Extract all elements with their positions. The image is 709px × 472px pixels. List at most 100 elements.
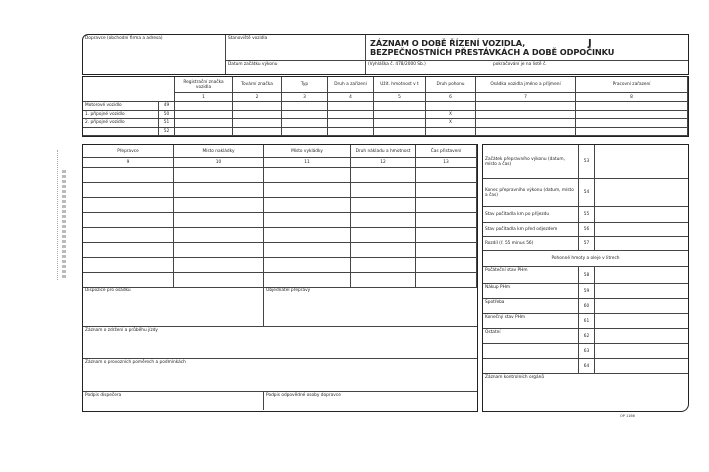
row-number: 52 xyxy=(159,127,175,137)
table-cell[interactable] xyxy=(374,127,426,137)
table-cell[interactable] xyxy=(264,228,351,243)
table-cell[interactable] xyxy=(233,127,282,137)
dispatch-field[interactable]: Dispozice pro osádku xyxy=(83,287,264,327)
value-field[interactable] xyxy=(595,299,688,314)
table-cell[interactable] xyxy=(576,102,688,111)
table-cell[interactable] xyxy=(328,110,374,120)
table-cell[interactable]: X xyxy=(426,110,476,120)
vehicle-table: Registrační značka vozidla 1 Tovární značk… xyxy=(82,76,689,137)
table-cell[interactable] xyxy=(83,273,174,288)
table-cell[interactable] xyxy=(426,127,476,137)
value-field[interactable] xyxy=(595,145,688,179)
table-cell[interactable] xyxy=(264,168,351,183)
table-cell[interactable] xyxy=(174,198,264,213)
table-cell[interactable] xyxy=(416,183,477,198)
table-cell[interactable] xyxy=(83,183,174,198)
table-cell[interactable] xyxy=(174,168,264,183)
table-cell[interactable] xyxy=(351,228,416,243)
table-cell[interactable] xyxy=(282,119,328,128)
table-cell[interactable] xyxy=(175,110,233,120)
table-cell[interactable] xyxy=(83,213,174,228)
table-cell[interactable] xyxy=(416,168,477,183)
table-cell[interactable]: X xyxy=(426,119,476,128)
table-cell[interactable] xyxy=(351,213,416,228)
table-cell[interactable] xyxy=(476,127,576,137)
table-cell[interactable] xyxy=(264,273,351,288)
responsible-signature-field[interactable]: Podpis odpovědné osoby dopravce xyxy=(266,393,341,398)
table-cell[interactable] xyxy=(476,102,576,111)
table-cell[interactable] xyxy=(351,183,416,198)
value-field[interactable] xyxy=(595,267,688,284)
table-cell[interactable] xyxy=(264,198,351,213)
table-cell[interactable] xyxy=(374,102,426,111)
dispatcher-signature-field[interactable]: Podpis dispečera xyxy=(83,392,264,410)
table-cell[interactable] xyxy=(282,102,328,111)
delay-record-field[interactable]: Záznam o zdržení a průběhu jízdy xyxy=(83,327,477,359)
table-cell[interactable] xyxy=(264,183,351,198)
vehicle-station-field[interactable]: Stanoviště vozidla xyxy=(226,35,366,61)
table-cell[interactable] xyxy=(83,168,174,183)
value-field[interactable] xyxy=(595,179,688,207)
regulation-cell: (Vyhláška č. 478/2000 Sb.) pokračování j… xyxy=(366,61,688,74)
table-cell[interactable] xyxy=(476,119,576,128)
table-cell[interactable] xyxy=(83,198,174,213)
table-cell[interactable] xyxy=(174,213,264,228)
table-cell[interactable] xyxy=(351,258,416,273)
table-cell[interactable] xyxy=(175,102,233,111)
value-field[interactable] xyxy=(595,344,688,359)
table-cell[interactable] xyxy=(233,102,282,111)
table-cell[interactable] xyxy=(83,258,174,273)
table-cell[interactable] xyxy=(416,258,477,273)
table-cell[interactable] xyxy=(576,127,688,137)
table-cell[interactable] xyxy=(351,168,416,183)
table-cell[interactable] xyxy=(416,243,477,258)
table-cell[interactable] xyxy=(174,183,264,198)
conditions-record-field[interactable]: Záznam o provozních poměrech a podmínkác… xyxy=(83,359,477,392)
table-cell[interactable] xyxy=(264,213,351,228)
table-cell[interactable] xyxy=(416,228,477,243)
carrier-field[interactable]: Dopravce (obchodní firma a adresa) xyxy=(83,35,226,74)
value-field[interactable] xyxy=(595,223,688,237)
value-field[interactable] xyxy=(595,207,688,223)
table-cell[interactable] xyxy=(374,110,426,120)
table-cell[interactable] xyxy=(416,213,477,228)
table-cell[interactable] xyxy=(233,119,282,128)
row-number: 51 xyxy=(159,119,175,128)
table-cell[interactable] xyxy=(83,228,174,243)
value-field[interactable] xyxy=(595,314,688,329)
table-cell[interactable] xyxy=(264,243,351,258)
start-date-field[interactable]: Datum začátku výkonu xyxy=(226,61,366,74)
control-record-field[interactable]: Záznam kontrolních orgánů xyxy=(485,375,545,380)
table-cell[interactable] xyxy=(174,258,264,273)
table-cell[interactable] xyxy=(175,119,233,128)
table-cell[interactable] xyxy=(175,127,233,137)
table-cell[interactable] xyxy=(476,110,576,120)
table-cell[interactable] xyxy=(351,243,416,258)
table-cell[interactable] xyxy=(426,102,476,111)
table-cell[interactable] xyxy=(328,102,374,111)
table-cell[interactable] xyxy=(233,110,282,120)
value-field[interactable] xyxy=(595,359,688,374)
table-cell[interactable] xyxy=(174,243,264,258)
value-field[interactable] xyxy=(595,284,688,299)
table-cell[interactable] xyxy=(374,119,426,128)
table-cell[interactable] xyxy=(282,127,328,137)
table-cell[interactable] xyxy=(576,119,688,128)
table-cell[interactable] xyxy=(328,127,374,137)
table-cell[interactable] xyxy=(351,198,416,213)
table-cell[interactable] xyxy=(174,273,264,288)
table-cell[interactable] xyxy=(83,243,174,258)
table-cell[interactable] xyxy=(328,119,374,128)
value-field[interactable] xyxy=(595,329,688,344)
continuation-field[interactable]: pokračování je na listě č. xyxy=(493,62,547,67)
table-cell[interactable] xyxy=(282,110,328,120)
table-cell[interactable] xyxy=(416,198,477,213)
table-cell[interactable] xyxy=(174,228,264,243)
column-header: Osádka vozidla jméno a příjmení xyxy=(476,77,576,93)
orderer-field[interactable]: Objednatel přepravy xyxy=(264,287,477,327)
table-cell[interactable] xyxy=(264,258,351,273)
value-field[interactable] xyxy=(595,237,688,251)
table-cell[interactable] xyxy=(576,110,688,120)
table-cell[interactable] xyxy=(351,273,416,288)
table-cell[interactable] xyxy=(416,273,477,288)
